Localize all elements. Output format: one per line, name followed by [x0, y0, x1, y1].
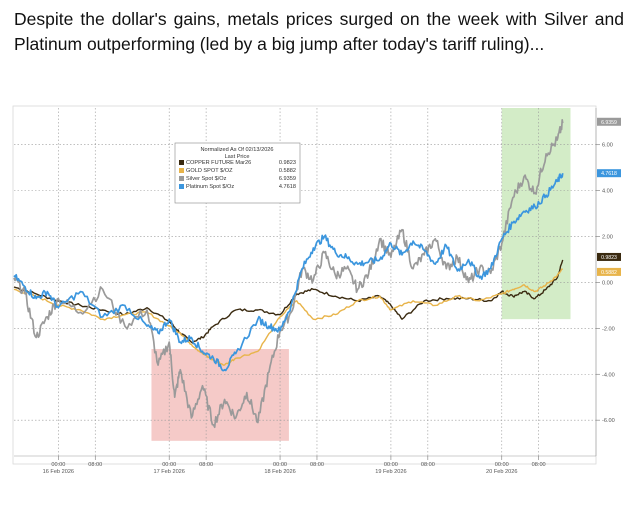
x-tick-time: 00:00	[51, 462, 65, 468]
y-tick-label: -4.00	[602, 372, 615, 378]
legend-series-name: GOLD SPOT $/OZ	[186, 168, 233, 174]
y-tick-label: -6.00	[602, 418, 615, 424]
series-line	[13, 259, 564, 344]
series-lines	[13, 118, 564, 429]
legend-last-price: 0.9823	[279, 160, 296, 166]
series-line	[13, 268, 563, 366]
last-price-tag	[597, 169, 621, 178]
legend-swatch	[179, 184, 184, 189]
x-tick-time: 00:00	[162, 462, 176, 468]
last-price-tag-value: 0.5882	[601, 270, 617, 276]
legend-box	[174, 142, 301, 204]
x-tick-time: 08:00	[532, 462, 546, 468]
x-tick-date: 18 Feb 2026	[264, 469, 295, 475]
last-price-tag-value: 6.9359	[601, 120, 617, 126]
gridlines	[14, 108, 596, 456]
last-price-tag	[597, 267, 621, 276]
y-tick-label: 0.00	[602, 280, 613, 286]
legend-subtitle: Last Price	[225, 154, 250, 160]
legend-swatch	[179, 168, 184, 173]
legend-last-price: 6.9359	[279, 176, 296, 182]
y-axis: 6.00 4.00 2.00 0.00 -2.00 -4.00 -6.00	[595, 108, 615, 456]
x-tick-time: 08:00	[88, 462, 102, 468]
x-tick-time: 08:00	[421, 462, 435, 468]
x-tick-date: 17 Feb 2026	[153, 469, 184, 475]
series-line	[13, 173, 564, 372]
legend-series-name: Platinum Spot $/Oz	[186, 184, 234, 190]
legend-swatch	[179, 176, 184, 181]
y-tick-label: 2.00	[602, 235, 613, 241]
x-tick-time: 00:00	[384, 462, 398, 468]
plot-frame	[12, 105, 597, 465]
highlight-region	[501, 108, 571, 320]
legend-last-price: 4.7618	[279, 184, 296, 190]
legend-series-name: Silver Spot $/Oz	[186, 176, 227, 182]
x-tick-date: 16 Feb 2026	[43, 469, 74, 475]
last-price-tag	[597, 252, 621, 261]
legend: Normalized As Of 02/13/2026 Last Price C…	[174, 142, 301, 204]
legend-title: Normalized As Of 02/13/2026	[200, 147, 273, 153]
line-chart: 6.004.002.000.00-2.00-4.00-6.00 00:0016 …	[12, 105, 621, 475]
x-tick-time: 08:00	[199, 462, 213, 468]
legend-series-name: COPPER FUTURE Mar26	[186, 160, 251, 166]
x-tick-time: 00:00	[273, 462, 287, 468]
y-tick-label: 4.00	[602, 189, 613, 195]
x-tick-date: 19 Feb 2026	[375, 469, 406, 475]
y-tick-label: -2.00	[602, 326, 615, 332]
legend-entries: COPPER FUTURE Mar26 0.9823 GOLD SPOT $/OZ 0…	[179, 160, 296, 190]
x-tick-time: 00:00	[495, 462, 509, 468]
x-tick-time: 08:00	[310, 462, 324, 468]
last-price-tag	[597, 117, 621, 126]
legend-swatch	[179, 160, 184, 165]
legend-last-price: 0.5882	[279, 168, 296, 174]
last-price-boxes: 6.9359 4.7618 0.9823 0.5882	[597, 117, 621, 276]
chart-caption: Despite the dollar's gains, metals price…	[14, 9, 624, 54]
last-price-tag-value: 4.7618	[601, 171, 617, 177]
y-tick-label: 6.00	[602, 143, 613, 149]
x-tick-date: 20 Feb 2026	[486, 469, 517, 475]
series-line	[13, 118, 564, 429]
last-price-tag-value: 0.9823	[601, 255, 617, 261]
